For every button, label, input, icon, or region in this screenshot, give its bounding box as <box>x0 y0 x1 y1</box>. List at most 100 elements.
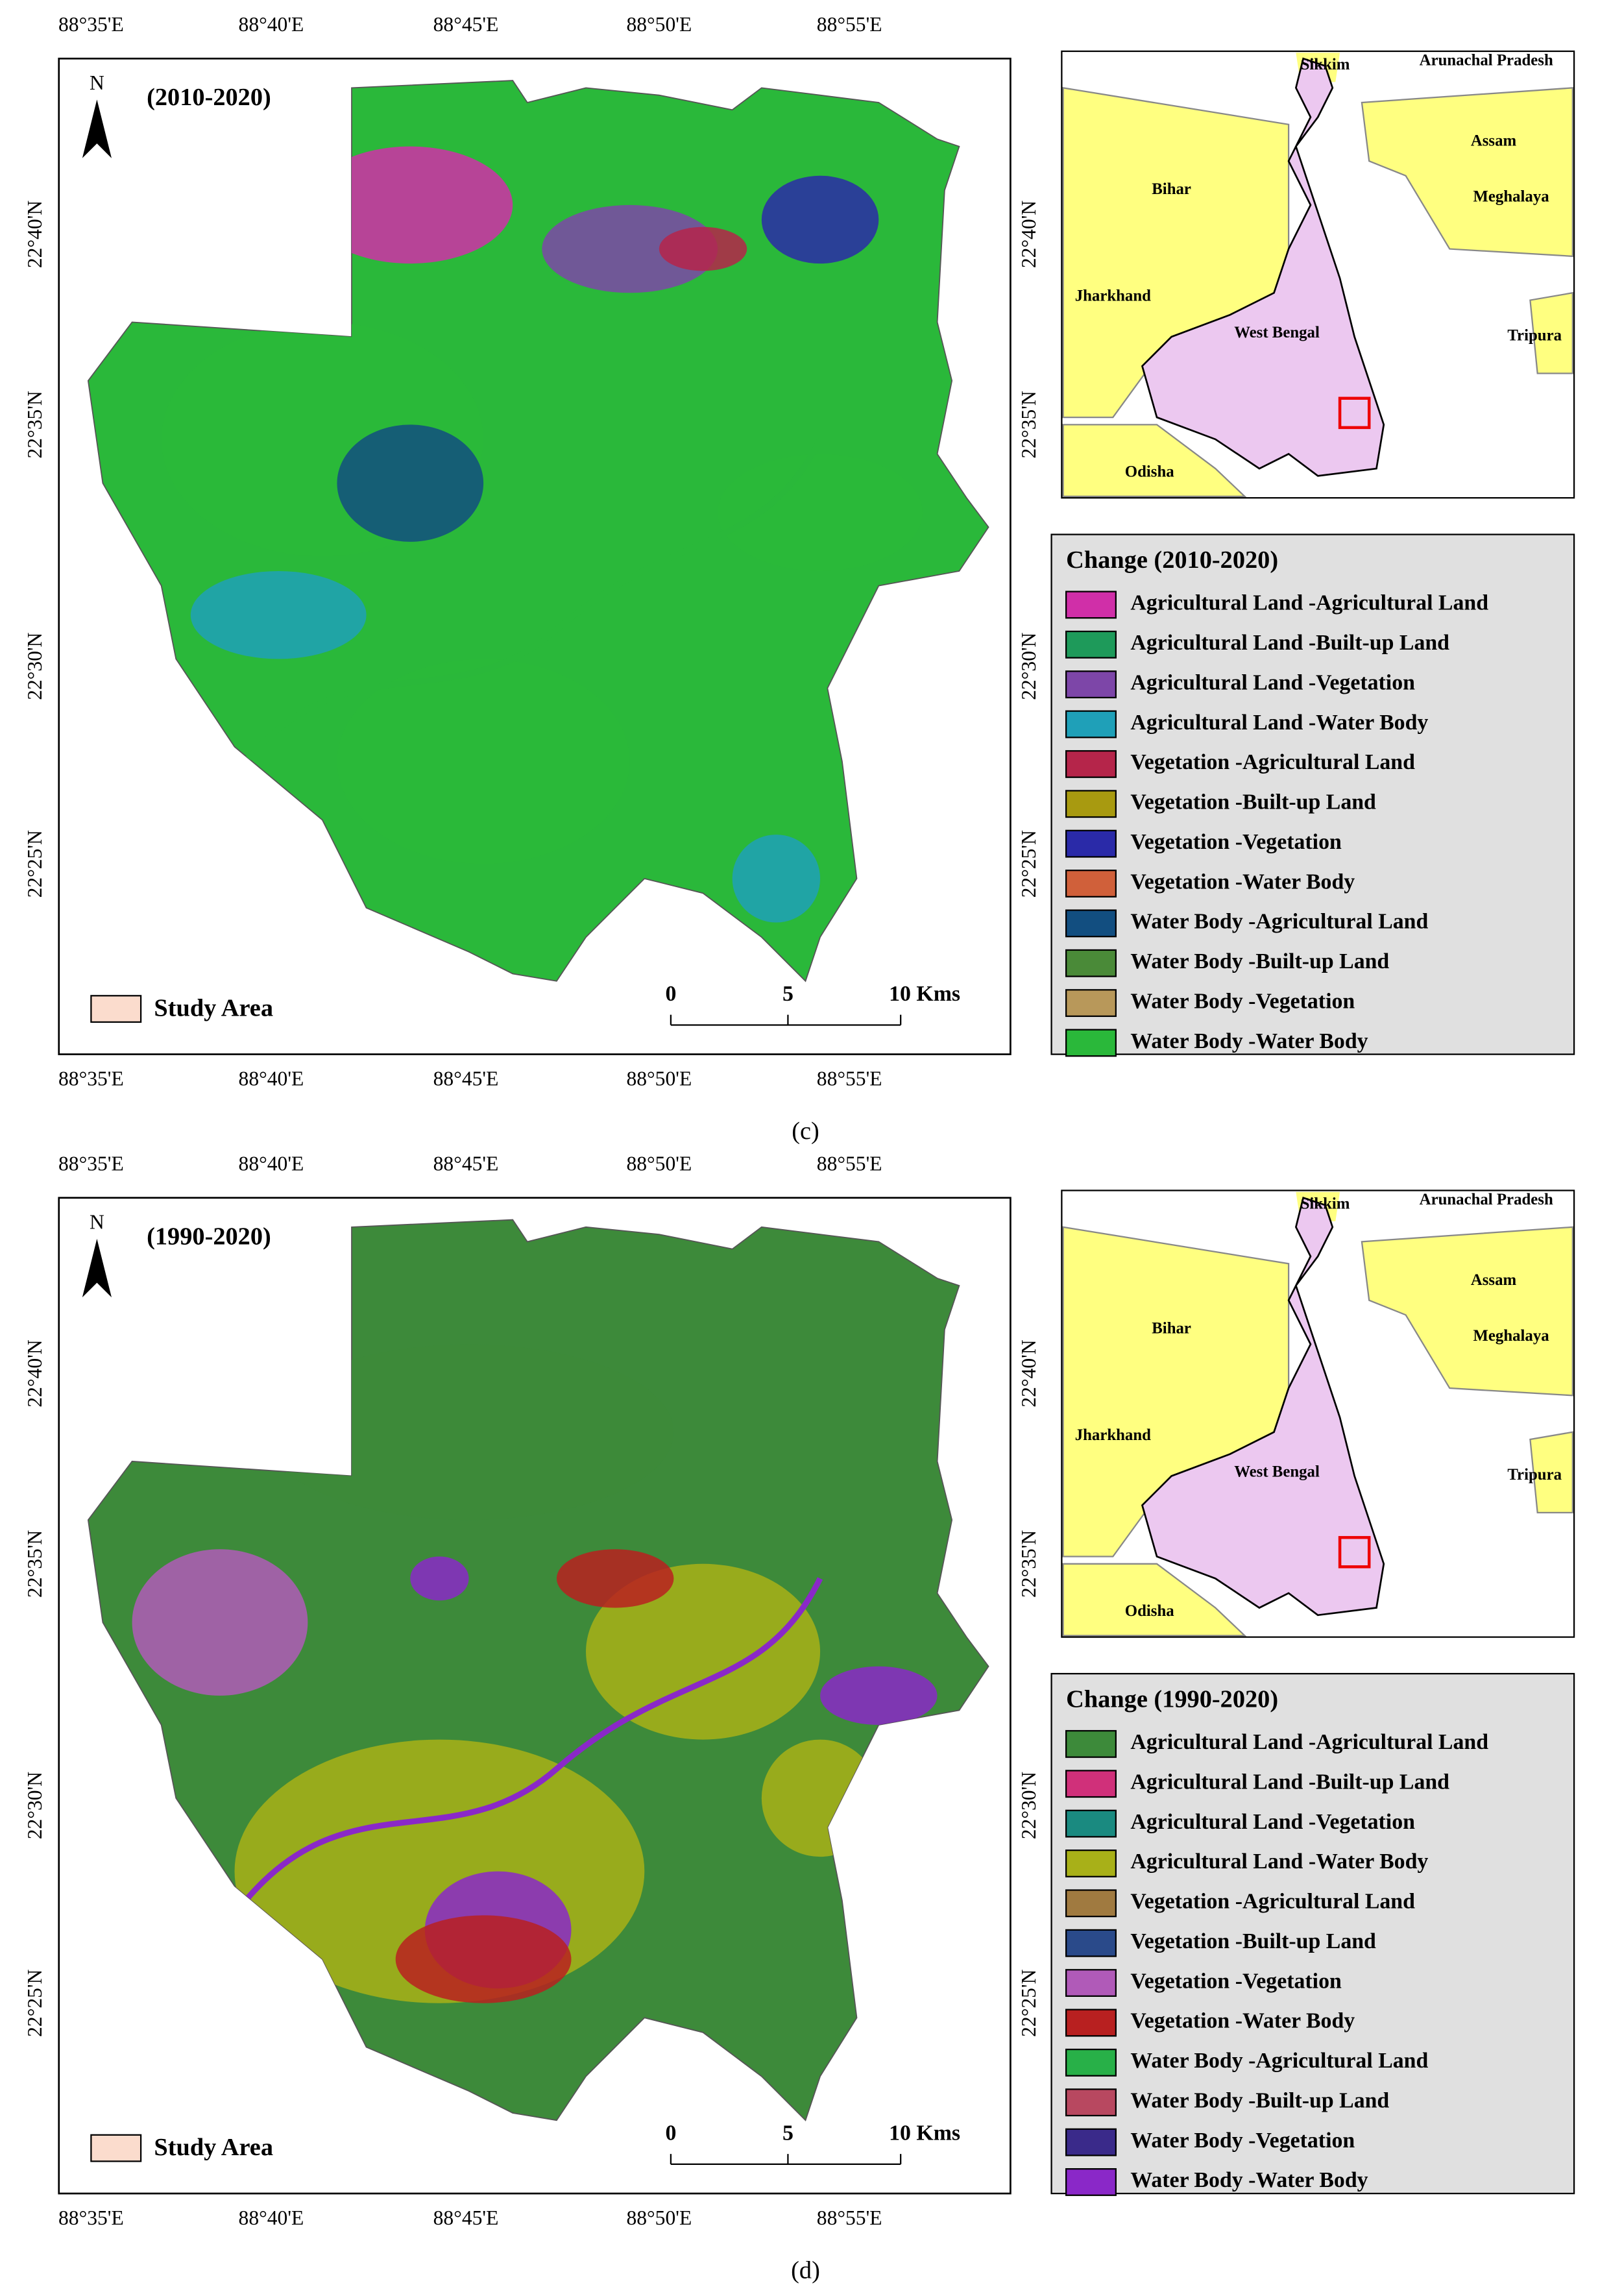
legend-label: Agricultural Land -Built-up Land <box>1130 631 1449 655</box>
legend-label: Vegetation -Agricultural Land <box>1130 1890 1415 1914</box>
lon-label: 88°35'E <box>58 13 124 36</box>
lon-label: 88°45'E <box>433 1152 499 1175</box>
lat-label: 22°30'N <box>1017 1772 1040 1839</box>
study-area-label: Study Area <box>154 2134 273 2161</box>
lon-label: 88°50'E <box>626 13 692 36</box>
lat-label: 22°40'N <box>23 1339 46 1407</box>
legend-swatch <box>1065 909 1117 938</box>
inset-locator <box>1338 397 1371 430</box>
legend-swatch <box>1065 989 1117 1018</box>
legend-label: Water Body -Water Body <box>1130 2168 1368 2192</box>
legend-label: Water Body -Vegetation <box>1130 989 1355 1013</box>
land-patch <box>190 570 367 659</box>
legend-box <box>1050 1672 1575 2195</box>
legend-label: Water Body -Water Body <box>1130 1029 1368 1053</box>
map-title: (1990-2020) <box>147 1223 271 1251</box>
lat-label: 22°35'N <box>23 1530 46 1597</box>
inset-ne <box>1361 87 1573 258</box>
inset-label: Assam <box>1471 132 1517 150</box>
legend-swatch <box>1065 710 1117 739</box>
legend-swatch <box>1065 2009 1117 2037</box>
inset-locator <box>1338 1535 1371 1569</box>
lat-label: 22°40'N <box>1017 1339 1040 1407</box>
land-patch <box>718 454 923 571</box>
legend-label: Vegetation -Vegetation <box>1130 830 1342 854</box>
inset-label: Tripura <box>1507 327 1562 345</box>
lat-label: 22°35'N <box>1017 1530 1040 1597</box>
inset-tripura <box>1529 291 1573 374</box>
lat-label: 22°25'N <box>23 1969 46 2036</box>
inset-label: Jharkhand <box>1075 1426 1151 1444</box>
inset-label: Odisha <box>1125 463 1174 481</box>
inset-odisha <box>1062 1563 1247 1637</box>
land-patch <box>337 659 630 864</box>
lat-label: 22°40'N <box>23 201 46 268</box>
lat-label: 22°40'N <box>1017 201 1040 268</box>
study-area-swatch <box>90 2134 142 2162</box>
inset-tripura <box>1529 1431 1573 1513</box>
inset-odisha <box>1062 424 1247 498</box>
lon-label: 88°55'E <box>817 2206 882 2229</box>
land-patch <box>542 204 718 293</box>
legend-label: Vegetation -Built-up Land <box>1130 790 1376 814</box>
legend-swatch <box>1065 949 1117 977</box>
legend-label: Vegetation -Water Body <box>1130 2009 1355 2033</box>
scale-label: 10 Kms <box>889 2121 960 2145</box>
legend-swatch <box>1065 591 1117 619</box>
legend-swatch <box>1065 2048 1117 2077</box>
lon-label: 88°40'E <box>239 1067 304 1090</box>
legend-label: Water Body -Built-up Land <box>1130 2088 1389 2112</box>
inset-west-bengal <box>1141 57 1385 477</box>
lat-label: 22°30'N <box>23 632 46 700</box>
legend-label: Agricultural Land -Water Body <box>1130 1850 1428 1874</box>
panel: (2010-2020) N 88°35'E 88°35'E 88°40'E 88°40'E… <box>23 13 1575 1145</box>
land-patch <box>820 1666 938 1726</box>
north-label: N <box>90 1211 104 1234</box>
inset-label: Meghalaya <box>1473 1327 1549 1345</box>
land-patch <box>132 1549 308 1696</box>
lon-label: 88°50'E <box>626 2206 692 2229</box>
caption: (c) <box>792 1117 819 1145</box>
inset-label: Sikkim <box>1301 56 1350 73</box>
legend-label: Agricultural Land -Built-up Land <box>1130 1770 1449 1794</box>
legend-label: Agricultural Land -Vegetation <box>1130 670 1415 694</box>
river <box>202 1577 823 1961</box>
inset-label: Odisha <box>1125 1602 1174 1620</box>
inset-label: West Bengal <box>1234 1463 1320 1481</box>
land-patch <box>263 1344 674 1520</box>
inset-label: West Bengal <box>1234 324 1320 341</box>
legend-swatch <box>1065 630 1117 659</box>
legend-swatch <box>1065 2088 1117 2117</box>
lon-label: 88°55'E <box>817 13 882 36</box>
inset-label: Bihar <box>1152 180 1191 198</box>
legend-swatch <box>1065 1969 1117 1997</box>
legend-swatch <box>1065 870 1117 898</box>
legend-swatch <box>1065 750 1117 778</box>
inset-label: Jharkhand <box>1075 287 1151 305</box>
scale-label: 10 Kms <box>889 982 960 1006</box>
legend-swatch <box>1065 1809 1117 1838</box>
legend-title: Change (1990-2020) <box>1066 1686 1278 1713</box>
lat-label: 22°35'N <box>23 391 46 458</box>
north-arrow <box>82 1238 112 1298</box>
legend-label: Vegetation -Built-up Land <box>1130 1929 1376 1953</box>
legend-swatch <box>1065 1850 1117 1877</box>
inset-label: Arunachal Pradesh <box>1420 1191 1553 1208</box>
map-title: (2010-2020) <box>147 84 271 111</box>
map-patches <box>132 1344 938 2003</box>
lon-label: 88°55'E <box>817 1152 882 1175</box>
legend-swatch <box>1065 670 1117 699</box>
lon-label: 88°50'E <box>626 1152 692 1175</box>
lon-label: 88°40'E <box>239 13 304 36</box>
legend-label: Water Body -Agricultural Land <box>1130 2049 1428 2073</box>
study-area-swatch <box>90 995 142 1023</box>
legend-swatch <box>1065 1729 1117 1758</box>
legend-swatch <box>1065 1929 1117 1957</box>
legend-label: Water Body -Agricultural Land <box>1130 910 1428 934</box>
lon-label: 88°50'E <box>626 1067 692 1090</box>
legend-label: Vegetation -Vegetation <box>1130 1969 1342 1993</box>
scale-label: 0 <box>665 2121 676 2145</box>
legend-swatch <box>1065 1029 1117 1057</box>
study-area-label: Study Area <box>154 995 273 1022</box>
